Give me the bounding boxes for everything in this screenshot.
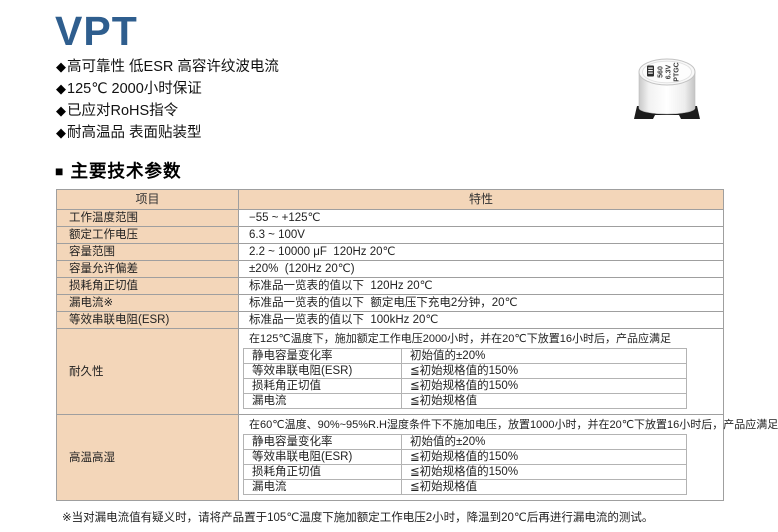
param-cell: 漏电流: [243, 393, 402, 409]
param-cell: 静电容量变化率: [243, 348, 402, 364]
capacitor-top-rim: [642, 60, 692, 84]
item-cell: 工作温度范围: [56, 209, 239, 227]
item-cell: 容量范围: [56, 243, 239, 261]
item-cell: 等效串联电阻(ESR): [56, 311, 239, 329]
table-row: 等效串联电阻(ESR) 标准品一览表的值以下 100kHz 20℃: [56, 311, 724, 329]
spec-table: 项目 特性 工作温度范围 −55 ~ +125℃ 额定工作电压 6.3 ~ 10…: [56, 189, 778, 501]
table-row: 容量范围 2.2 ~ 10000 μF 120Hz 20℃: [56, 243, 724, 261]
item-cell: 损耗角正切值: [56, 277, 239, 295]
header-characteristics: 特性: [238, 189, 724, 210]
value-cell: 6.3 ~ 100V: [238, 226, 724, 244]
limit-cell: ≦初始规格值的150%: [401, 378, 687, 394]
table-row-endurance: 耐久性 在125℃温度下，施加额定工作电压2000小时，并在20℃下放置16小时…: [56, 328, 724, 415]
value-cell: −55 ~ +125℃: [238, 209, 724, 227]
param-cell: 等效串联电阻(ESR): [243, 363, 402, 379]
group-cell: 在125℃温度下，施加额定工作电压2000小时，并在20℃下放置16小时后，产品…: [238, 328, 724, 415]
page-title: VPT: [55, 8, 138, 54]
feature-text: 125℃ 2000小时保证: [67, 81, 202, 97]
sub-row: 等效串联电阻(ESR) ≦初始规格值的150%: [243, 449, 687, 465]
section-heading: ■ 主要技术参数: [55, 158, 181, 183]
limit-cell: ≦初始规格值的150%: [401, 464, 687, 480]
item-cell: 高温高湿: [56, 414, 239, 501]
item-cell: 额定工作电压: [56, 226, 239, 244]
sub-row: 静电容量变化率 初始值的±20%: [243, 348, 687, 364]
sub-row: 漏电流 ≦初始规格值: [243, 479, 687, 495]
table-row: 损耗角正切值 标准品一览表的值以下 120Hz 20℃: [56, 277, 724, 295]
table-row: 容量允许偏差 ±20% (120Hz 20℃): [56, 260, 724, 278]
limit-cell: ≦初始规格值的150%: [401, 449, 687, 465]
table-row: 漏电流※ 标准品一览表的值以下 额定电压下充电2分钟，20℃: [56, 294, 724, 312]
endurance-sub-table: 静电容量变化率 初始值的±20% 等效串联电阻(ESR) ≦初始规格值的150%…: [243, 348, 687, 409]
table-row-humidity: 高温高湿 在60℃温度、90%~95%R.H湿度条件下不施加电压，放置1000小…: [56, 414, 778, 501]
square-marker-icon: ■: [55, 162, 64, 179]
item-cell: 耐久性: [56, 328, 239, 415]
capacitor-product-image: 560 6.3V PTGC: [624, 50, 714, 130]
sub-row: 漏电流 ≦初始规格值: [243, 393, 687, 409]
capacitor-marking-series: PTGC: [674, 62, 681, 81]
header-item: 项目: [56, 189, 239, 210]
limit-cell: 初始值的±20%: [401, 434, 687, 450]
footnote: ※当对漏电流值有疑义时，请将产品置于105℃温度下施加额定工作电压2小时，降温到…: [62, 512, 654, 524]
test-condition-text: 在125℃温度下，施加额定工作电压2000小时，并在20℃下放置16小时后，产品…: [249, 333, 671, 345]
value-cell: ±20% (120Hz 20℃): [238, 260, 724, 278]
feature-item: ◆已应对RoHS指令: [56, 100, 279, 122]
param-cell: 损耗角正切值: [243, 378, 402, 394]
diamond-bullet-icon: ◆: [56, 81, 66, 96]
table-row: 工作温度范围 −55 ~ +125℃: [56, 209, 724, 227]
value-cell: 标准品一览表的值以下 100kHz 20℃: [238, 311, 724, 329]
table-row: 额定工作电压 6.3 ~ 100V: [56, 226, 724, 244]
brand-logo: [647, 65, 654, 77]
param-cell: 漏电流: [243, 479, 402, 495]
humidity-sub-table: 静电容量变化率 初始值的±20% 等效串联电阻(ESR) ≦初始规格值的150%…: [243, 434, 687, 495]
sub-row: 损耗角正切值 ≦初始规格值的150%: [243, 464, 687, 480]
feature-text: 高可靠性 低ESR 高容许纹波电流: [67, 59, 279, 75]
feature-text: 耐高温品 表面贴装型: [67, 125, 202, 141]
sub-row: 损耗角正切值 ≦初始规格值的150%: [243, 378, 687, 394]
diamond-bullet-icon: ◆: [56, 125, 66, 140]
value-cell: 标准品一览表的值以下 120Hz 20℃: [238, 277, 724, 295]
feature-text: 已应对RoHS指令: [67, 103, 179, 119]
group-cell: 在60℃温度、90%~95%R.H湿度条件下不施加电压，放置1000小时，并在2…: [238, 414, 778, 501]
sub-row: 静电容量变化率 初始值的±20%: [243, 434, 687, 450]
param-cell: 损耗角正切值: [243, 464, 402, 480]
feature-item: ◆125℃ 2000小时保证: [56, 78, 279, 100]
value-cell: 标准品一览表的值以下 额定电压下充电2分钟，20℃: [238, 294, 724, 312]
feature-item: ◆耐高温品 表面贴装型: [56, 122, 279, 144]
capacitor-illustration: 560 6.3V PTGC: [634, 58, 700, 119]
diamond-bullet-icon: ◆: [56, 103, 66, 118]
limit-cell: ≦初始规格值: [401, 479, 687, 495]
param-cell: 等效串联电阻(ESR): [243, 449, 402, 465]
table-header-row: 项目 特性: [56, 189, 724, 210]
capacitor-marking-capacitance: 560: [658, 66, 665, 78]
section-title: 主要技术参数: [70, 161, 182, 181]
value-cell: 2.2 ~ 10000 μF 120Hz 20℃: [238, 243, 724, 261]
feature-item: ◆高可靠性 低ESR 高容许纹波电流: [56, 56, 279, 78]
capacitor-marking-voltage: 6.3V: [666, 64, 673, 79]
item-cell: 漏电流※: [56, 294, 239, 312]
test-condition-text: 在60℃温度、90%~95%R.H湿度条件下不施加电压，放置1000小时，并在2…: [249, 419, 778, 431]
limit-cell: ≦初始规格值: [401, 393, 687, 409]
param-cell: 静电容量变化率: [243, 434, 402, 450]
limit-cell: 初始值的±20%: [401, 348, 687, 364]
diamond-bullet-icon: ◆: [56, 59, 66, 74]
limit-cell: ≦初始规格值的150%: [401, 363, 687, 379]
item-cell: 容量允许偏差: [56, 260, 239, 278]
feature-list: ◆高可靠性 低ESR 高容许纹波电流 ◆125℃ 2000小时保证 ◆已应对Ro…: [56, 56, 279, 144]
sub-row: 等效串联电阻(ESR) ≦初始规格值的150%: [243, 363, 687, 379]
